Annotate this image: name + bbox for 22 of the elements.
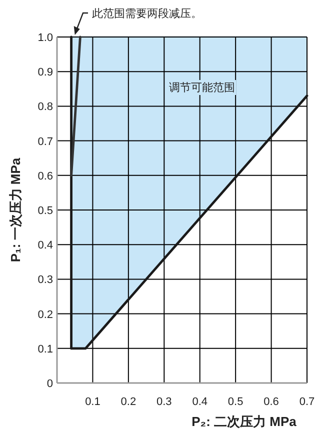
y-axis-title: P₁: 一次压力 MPa <box>8 157 23 262</box>
x-tick-label: 0.7 <box>299 396 315 408</box>
y-tick-label: 0.1 <box>38 343 53 356</box>
y-tick-label: 1.0 <box>38 32 53 44</box>
y-tick-label: 0.6 <box>38 170 53 182</box>
x-tick-label: 0.1 <box>85 396 100 408</box>
y-tick-label: 0.8 <box>38 101 53 114</box>
x-tick-label: 0.3 <box>156 396 172 408</box>
annotation: 调节可能范围 <box>169 81 235 94</box>
y-tick-label: 0.9 <box>38 66 53 79</box>
y-tick-label: 0.3 <box>38 274 53 286</box>
y-tick-label: 0 <box>46 378 53 390</box>
y-tick-label: 0.5 <box>38 205 53 217</box>
y-tick-label: 0.2 <box>38 308 53 321</box>
x-tick-label: 0.2 <box>120 396 136 408</box>
x-tick-label: 0.4 <box>192 396 208 408</box>
x-axis-title: P₂: 二次压力 MPa <box>192 414 298 429</box>
x-tick-label: 0.6 <box>264 396 279 408</box>
y-tick-label: 0.4 <box>38 240 53 252</box>
annotation: 此范围需要两段减压。 <box>92 7 202 20</box>
x-tick-label: 0.5 <box>228 396 244 408</box>
y-tick-label: 0.7 <box>38 136 53 148</box>
